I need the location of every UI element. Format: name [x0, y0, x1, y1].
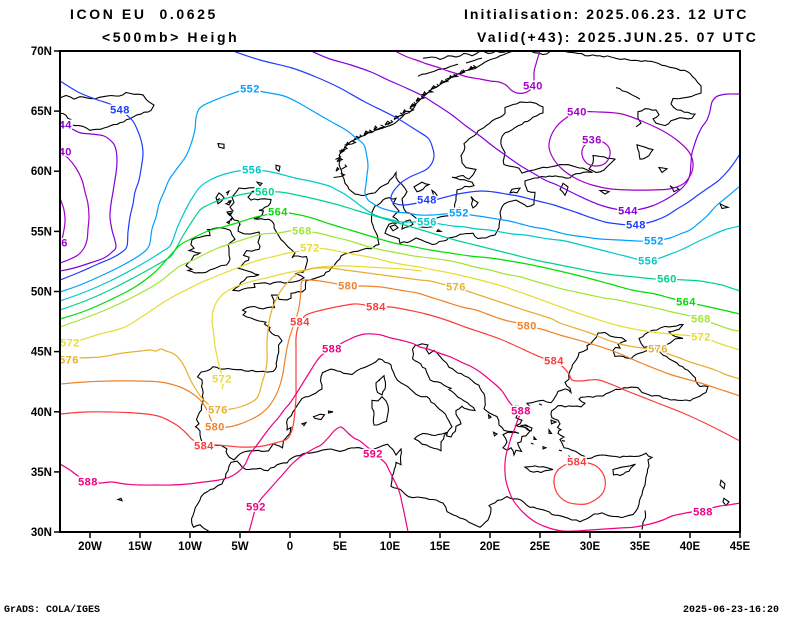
svg-text:560: 560	[255, 187, 275, 199]
svg-text:568: 568	[691, 314, 711, 326]
svg-text:30E: 30E	[580, 541, 601, 553]
svg-text:580: 580	[517, 321, 537, 333]
svg-text:588: 588	[78, 477, 98, 489]
svg-text:Valid(+43): 2025.JUN.25. 07 UT: Valid(+43): 2025.JUN.25. 07 UTC	[477, 29, 758, 45]
svg-text:576: 576	[208, 405, 228, 417]
svg-text:588: 588	[322, 344, 342, 356]
svg-text:548: 548	[626, 220, 646, 232]
svg-text:<500mb> Heigh: <500mb> Heigh	[102, 29, 239, 45]
svg-text:25E: 25E	[530, 541, 551, 553]
svg-text:540: 540	[52, 147, 72, 159]
svg-text:45N: 45N	[31, 347, 52, 359]
svg-text:584: 584	[366, 302, 386, 314]
svg-text:580: 580	[205, 422, 225, 434]
svg-text:580: 580	[338, 281, 358, 293]
svg-text:592: 592	[246, 502, 266, 514]
svg-text:552: 552	[449, 208, 469, 220]
svg-text:584: 584	[567, 457, 587, 469]
svg-text:572: 572	[691, 332, 711, 344]
svg-text:10W: 10W	[178, 541, 202, 553]
svg-text:40N: 40N	[31, 407, 52, 419]
svg-text:20W: 20W	[78, 541, 102, 553]
svg-text:35N: 35N	[31, 467, 52, 479]
svg-text:15E: 15E	[430, 541, 451, 553]
svg-text:70N: 70N	[31, 46, 52, 58]
svg-text:ICON EU 0.0625: ICON EU 0.0625	[70, 6, 218, 22]
svg-text:568: 568	[292, 226, 312, 238]
svg-text:584: 584	[544, 356, 564, 368]
svg-text:0: 0	[287, 541, 293, 553]
svg-text:584: 584	[194, 441, 214, 453]
svg-text:540: 540	[567, 107, 587, 119]
svg-text:15W: 15W	[128, 541, 152, 553]
svg-text:10E: 10E	[380, 541, 401, 553]
svg-text:564: 564	[268, 207, 288, 219]
svg-text:548: 548	[417, 195, 437, 207]
svg-text:564: 564	[676, 297, 696, 309]
svg-text:556: 556	[638, 256, 658, 268]
svg-text:556: 556	[417, 217, 437, 229]
svg-text:2025-06-23-16:20: 2025-06-23-16:20	[683, 605, 779, 616]
svg-text:536: 536	[582, 135, 602, 147]
svg-text:40E: 40E	[680, 541, 701, 553]
svg-text:50N: 50N	[31, 287, 52, 299]
svg-text:GrADS: COLA/IGES: GrADS: COLA/IGES	[4, 604, 100, 616]
svg-text:572: 572	[300, 243, 320, 255]
svg-text:Initialisation: 2025.06.23. 12: Initialisation: 2025.06.23. 12 UTC	[464, 6, 748, 22]
svg-text:5E: 5E	[333, 541, 347, 553]
svg-text:584: 584	[290, 317, 310, 329]
svg-text:576: 576	[59, 355, 79, 367]
svg-text:544: 544	[52, 120, 72, 132]
svg-text:552: 552	[240, 84, 260, 96]
svg-text:548: 548	[110, 105, 130, 117]
svg-text:45E: 45E	[730, 541, 751, 553]
svg-text:576: 576	[446, 282, 466, 294]
svg-text:35E: 35E	[630, 541, 651, 553]
svg-text:544: 544	[618, 206, 638, 218]
svg-text:65N: 65N	[31, 106, 52, 118]
svg-text:576: 576	[648, 344, 668, 356]
svg-text:556: 556	[242, 165, 262, 177]
svg-text:560: 560	[657, 274, 677, 286]
svg-text:60N: 60N	[31, 166, 52, 178]
svg-text:55N: 55N	[31, 226, 52, 238]
svg-text:536: 536	[48, 238, 68, 250]
svg-text:588: 588	[511, 406, 531, 418]
svg-text:30N: 30N	[31, 527, 52, 539]
svg-text:572: 572	[60, 338, 80, 350]
svg-text:572: 572	[212, 374, 232, 386]
svg-text:5W: 5W	[231, 541, 248, 553]
svg-text:592: 592	[363, 449, 383, 461]
svg-text:540: 540	[523, 81, 543, 93]
svg-text:20E: 20E	[480, 541, 501, 553]
svg-text:588: 588	[693, 507, 713, 519]
svg-text:552: 552	[644, 236, 664, 248]
